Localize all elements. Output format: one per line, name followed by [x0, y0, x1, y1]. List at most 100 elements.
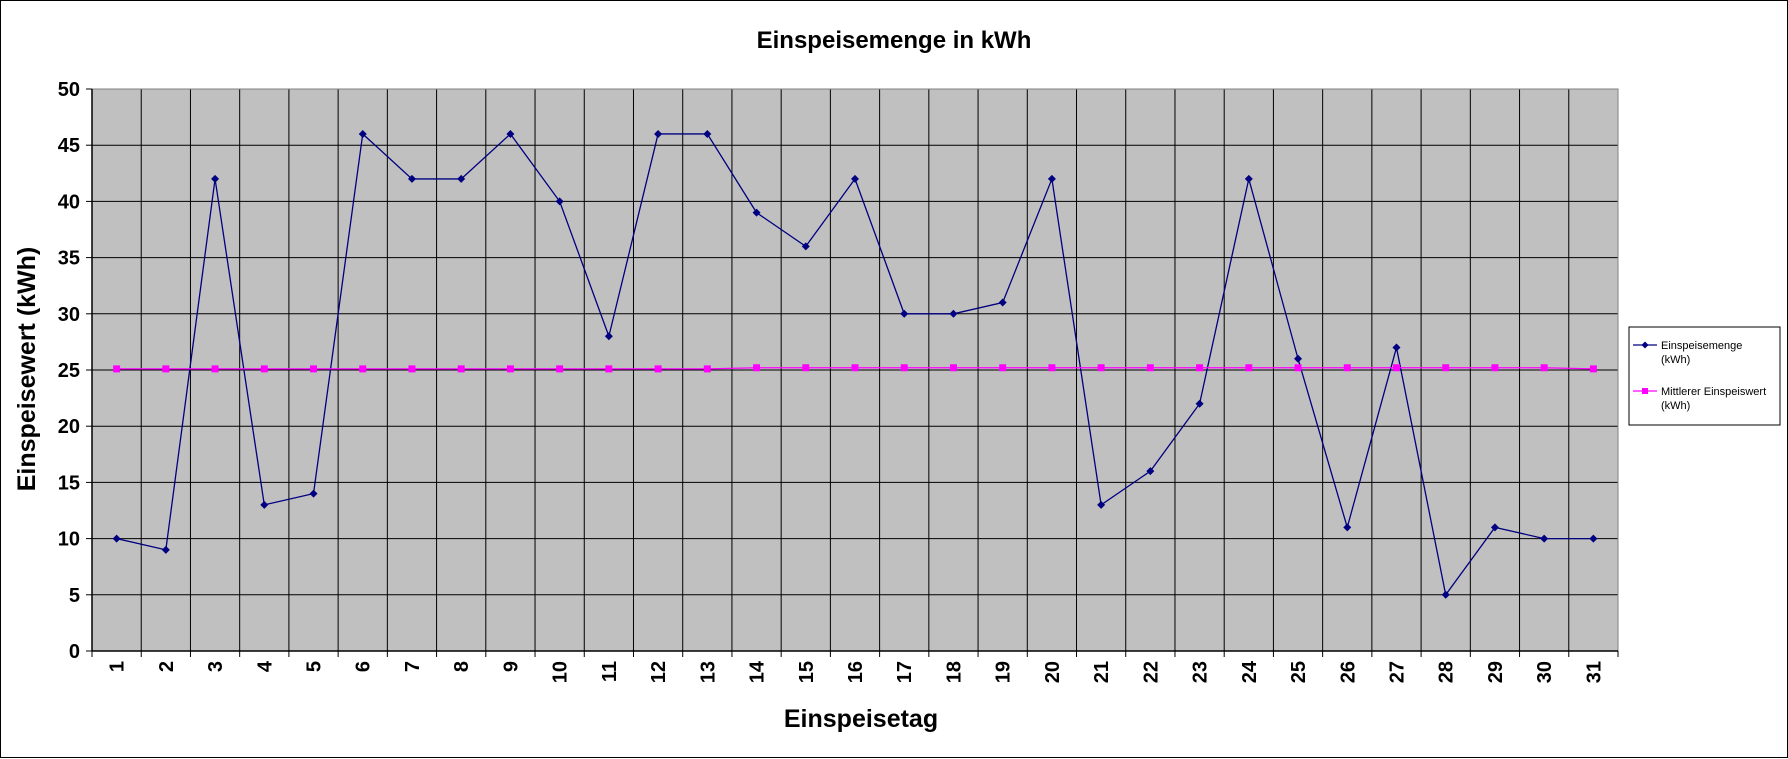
series-2-point [1146, 364, 1154, 372]
series-2-point [359, 365, 367, 373]
x-tick-label: 22 [1140, 661, 1162, 683]
x-tick-label: 1 [107, 661, 129, 672]
y-tick-label: 50 [58, 79, 80, 101]
series-1-point [801, 242, 810, 251]
legend-box [1628, 326, 1781, 426]
y-tick-label: 35 [58, 248, 80, 270]
series-2-point [1540, 364, 1548, 372]
legend-label-1: Einspeisemenge (kWh) [1661, 340, 1742, 366]
legend-label-line: (kWh) [1661, 354, 1690, 366]
x-axis-title: Einspeisetag [784, 705, 938, 733]
x-tick-label: 8 [451, 661, 473, 672]
series-1-point [998, 298, 1007, 307]
series-1-point [1540, 534, 1549, 543]
series-2-point [113, 365, 121, 373]
x-tick-label: 6 [353, 661, 375, 672]
x-tick-label: 4 [254, 660, 276, 672]
x-tick-label: 25 [1288, 661, 1310, 683]
series-1-point [1195, 399, 1204, 408]
series-1-point [161, 545, 170, 554]
legend-label-line: Einspeisemenge [1661, 340, 1742, 352]
legend-label-line: Mittlerer Einspeiswert [1661, 386, 1766, 398]
series-2-point [851, 364, 859, 372]
series-2-point [605, 365, 613, 373]
series-1-point [358, 129, 367, 138]
series-2-point [900, 364, 908, 372]
series-2-point [1589, 365, 1597, 373]
series-1-point [654, 129, 663, 138]
series-1-point [1146, 467, 1155, 476]
x-tick-label: 28 [1436, 661, 1458, 683]
series-2-point [999, 364, 1007, 372]
x-tick-label: 16 [845, 661, 867, 683]
series-1-point [506, 129, 515, 138]
series-2-point [506, 365, 514, 373]
series-1-point [1441, 590, 1450, 599]
x-tick-label: 14 [747, 660, 769, 683]
series-1-point [260, 500, 269, 509]
x-tick-label: 17 [894, 661, 916, 683]
series-2-point [211, 365, 219, 373]
x-tick-label: 2 [156, 661, 178, 672]
y-tick-label: 30 [58, 304, 80, 326]
legend-swatch-marker-2 [1642, 388, 1648, 394]
series-1-point [407, 174, 416, 183]
series-1-point [1490, 523, 1499, 532]
series-1-point [211, 174, 220, 183]
legend-label-line: (kWh) [1661, 400, 1690, 412]
chart-title: Einspeisemenge in kWh [757, 27, 1032, 54]
x-tick-label: 5 [304, 661, 326, 672]
x-tick-label: 3 [205, 661, 227, 672]
legend: Einspeisemenge (kWh)Mittlerer Einspeiswer… [1628, 326, 1781, 426]
y-tick-label: 5 [69, 585, 80, 607]
x-tick-label: 21 [1091, 661, 1113, 683]
x-tick-label: 30 [1534, 661, 1556, 683]
series-1-point [900, 309, 909, 318]
series-2-point [408, 365, 416, 373]
series-2-point [162, 365, 170, 373]
x-tick-label: 23 [1190, 661, 1212, 683]
series-1-point [457, 174, 466, 183]
y-axis-title: Einspeisewert (kWh) [13, 247, 41, 492]
series-2-point [1392, 364, 1400, 372]
x-tick-label: 19 [993, 661, 1015, 683]
series-2-point [1196, 364, 1204, 372]
x-tick-label: 7 [402, 661, 424, 672]
series-2-point [1294, 364, 1302, 372]
series-1-point [604, 332, 613, 341]
x-tick-label: 10 [550, 661, 572, 683]
series-2-point [260, 365, 268, 373]
series-2-point [556, 365, 564, 373]
series-2-point [753, 364, 761, 372]
y-tick-label: 10 [58, 529, 80, 551]
x-tick-label: 13 [697, 661, 719, 683]
series-2-point [1343, 364, 1351, 372]
y-tick-label: 25 [58, 360, 80, 382]
series-2-point [1048, 364, 1056, 372]
y-tick-label: 40 [58, 191, 80, 213]
x-tick-label: 11 [599, 661, 621, 682]
series-1-point [309, 489, 318, 498]
series-1-point [1589, 534, 1598, 543]
series-1-point [703, 129, 712, 138]
series-1-point [1294, 354, 1303, 363]
legend-label-2: Mittlerer Einspeiswert (kWh) [1661, 386, 1766, 412]
x-tick-label: 18 [943, 661, 965, 683]
series-1-point [752, 208, 761, 217]
series-2-point [802, 364, 810, 372]
series-2-point [949, 364, 957, 372]
x-tick-label: 12 [648, 661, 670, 683]
series-2-point [1097, 364, 1105, 372]
series-2-point [654, 365, 662, 373]
x-tick-label: 27 [1386, 661, 1408, 683]
x-tick-label: 20 [1042, 661, 1064, 683]
y-tick-label: 15 [58, 472, 80, 494]
series-2-point [1442, 364, 1450, 372]
series-1-point [851, 174, 859, 183]
series-1-point [1047, 174, 1056, 183]
series-1-point [112, 534, 121, 543]
series-2-point [703, 365, 711, 373]
x-tick-label: 31 [1583, 661, 1605, 683]
